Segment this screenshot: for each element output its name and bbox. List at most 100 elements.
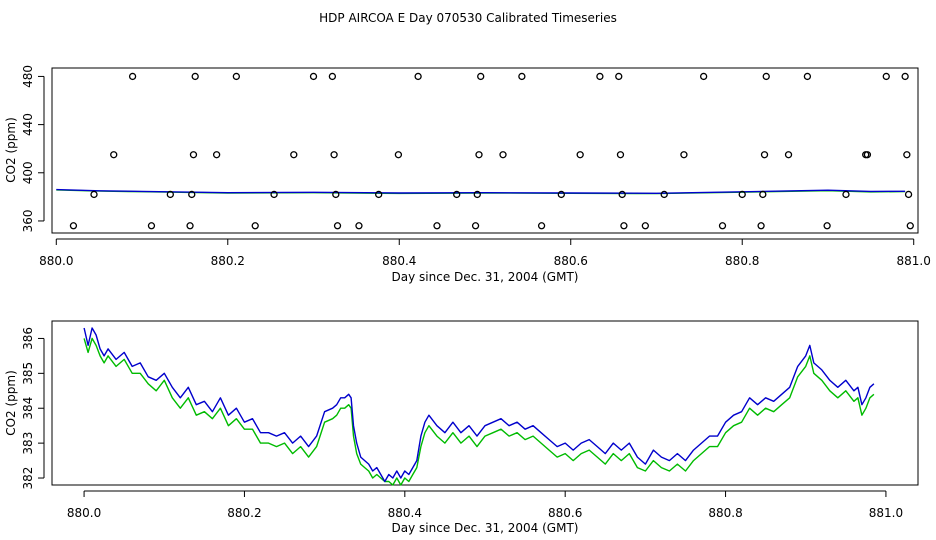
data-point [901, 72, 909, 81]
x-tick-label: 880.6 [554, 254, 588, 268]
data-point [718, 222, 727, 230]
y-axis-label: CO2 (ppm) [4, 117, 18, 183]
data-point [641, 222, 649, 230]
y-tick-label: 383 [21, 432, 35, 455]
data-point [309, 72, 318, 81]
y-tick-label: 400 [21, 161, 35, 184]
data-point [186, 222, 194, 230]
data-point [394, 151, 403, 159]
data-point [147, 222, 156, 230]
x-tick-label: 880.8 [708, 506, 742, 520]
data-point [760, 151, 769, 159]
plot-frame [51, 67, 919, 234]
data-point [757, 222, 765, 230]
x-tick-label: 880.2 [227, 506, 261, 520]
data-point [191, 72, 199, 81]
series-line [56, 188, 906, 195]
y-tick-label: 385 [21, 362, 35, 385]
data-point [882, 72, 890, 81]
y-axis: 360 400 440 480 [21, 65, 45, 233]
data-point [212, 151, 221, 159]
data-point [596, 72, 604, 81]
x-axis: 880.0 880.2 880.4 880.6 880.8 881.0 [39, 238, 931, 268]
data-point [355, 222, 363, 230]
series-line [83, 337, 875, 486]
y-axis-label: CO2 (ppm) [4, 370, 18, 436]
line-panel: 880.0 880.2 880.4 880.6 880.8 881.0 382 383 384… [4, 320, 919, 535]
data-point [128, 72, 137, 81]
data-point [90, 190, 98, 199]
data-point [414, 72, 422, 81]
series-lines [56, 188, 906, 195]
data-point [166, 190, 174, 199]
data-point [270, 190, 278, 199]
data-point [332, 190, 340, 199]
data-point [473, 190, 481, 199]
y-tick-label: 440 [21, 113, 35, 136]
data-point [475, 151, 483, 159]
data-point [738, 190, 746, 199]
x-tick-label: 881.0 [897, 254, 931, 268]
chart-title: HDP AIRCOA E Day 070530 Calibrated Times… [319, 11, 617, 25]
data-point [328, 72, 337, 81]
data-point [620, 222, 628, 230]
series-lines [83, 327, 875, 486]
data-point [232, 72, 240, 81]
data-point [69, 222, 78, 230]
y-axis: 382 383 384 385 386 [21, 327, 45, 490]
data-point [518, 72, 526, 81]
x-axis: 880.0 880.2 880.4 880.6 880.8 881.0 [67, 490, 903, 520]
data-point [906, 222, 914, 230]
data-point [803, 72, 812, 81]
data-point [784, 151, 793, 159]
data-point [477, 72, 485, 81]
x-tick-label: 880.0 [39, 254, 73, 268]
y-tick-label: 480 [21, 65, 35, 88]
scatter-panel: 880.0 880.2 880.4 880.6 880.8 881.0 360 400 440… [4, 65, 931, 284]
x-tick-label: 881.0 [869, 506, 903, 520]
data-point [499, 151, 507, 159]
data-point [759, 190, 767, 199]
data-point [433, 222, 441, 230]
x-axis-label: Day since Dec. 31, 2004 (GMT) [392, 270, 579, 284]
data-point [762, 72, 770, 81]
data-point [903, 151, 911, 159]
data-point [110, 151, 118, 159]
data-point [823, 222, 831, 230]
y-tick-label: 360 [21, 210, 35, 233]
x-tick-label: 880.2 [211, 254, 245, 268]
x-axis-label: Day since Dec. 31, 2004 (GMT) [392, 521, 579, 535]
data-point [576, 151, 584, 159]
x-tick-label: 880.4 [382, 254, 416, 268]
x-tick-label: 880.4 [388, 506, 422, 520]
data-point [615, 72, 623, 81]
data-point [330, 151, 338, 159]
x-tick-label: 880.6 [548, 506, 582, 520]
series-line [83, 327, 875, 483]
data-point [290, 151, 298, 159]
data-point [251, 222, 259, 230]
data-point [471, 222, 480, 230]
data-point [616, 151, 625, 159]
x-tick-label: 880.8 [725, 254, 759, 268]
data-point [680, 151, 688, 159]
data-point [537, 222, 546, 230]
data-point [699, 72, 708, 81]
plot-frame [51, 320, 919, 486]
data-point [660, 190, 668, 199]
data-point [333, 222, 342, 230]
data-point [863, 151, 872, 159]
data-point [557, 190, 565, 199]
data-point [188, 190, 196, 199]
y-tick-label: 382 [21, 467, 35, 490]
y-tick-label: 384 [21, 397, 35, 420]
data-point [904, 190, 913, 199]
data-point [189, 151, 198, 159]
data-point [618, 190, 626, 199]
data-point [842, 190, 850, 199]
data-point [375, 190, 383, 199]
x-tick-label: 880.0 [67, 506, 101, 520]
data-points [69, 72, 914, 230]
y-tick-label: 386 [21, 327, 35, 350]
